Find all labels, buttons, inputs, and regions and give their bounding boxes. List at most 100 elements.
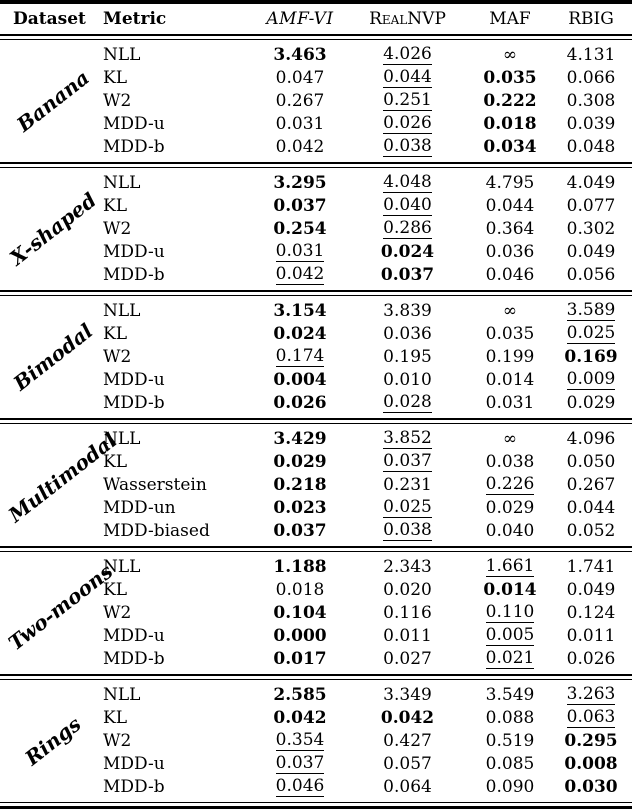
value-cell: 0.354 bbox=[255, 730, 345, 752]
value-cell: 0.042 bbox=[255, 708, 345, 728]
value-text: 0.034 bbox=[483, 136, 537, 157]
value-text: 0.021 bbox=[485, 647, 535, 670]
value-text: 0.014 bbox=[483, 579, 537, 600]
value-text: 0.044 bbox=[485, 195, 535, 216]
metric-cell: NLL bbox=[103, 44, 141, 65]
metric-cell: KL bbox=[103, 451, 127, 472]
value-cell: 0.028 bbox=[345, 392, 470, 414]
value-cell: 0.023 bbox=[255, 498, 345, 518]
value-cell: 0.199 bbox=[470, 347, 550, 367]
group-separator bbox=[0, 674, 632, 680]
value-cell: 0.251 bbox=[345, 90, 470, 112]
value-text: 0.024 bbox=[380, 241, 435, 262]
value-text: 0.027 bbox=[383, 648, 432, 669]
value-cell: 0.042 bbox=[255, 264, 345, 286]
table-row: NLL 3.154 3.839 ∞ 3.589 bbox=[0, 299, 632, 322]
value-cell: 0.047 bbox=[255, 68, 345, 88]
value-text: 0.037 bbox=[273, 195, 327, 216]
value-cell: 0.018 bbox=[470, 114, 550, 134]
value-cell: 0.063 bbox=[550, 707, 632, 729]
value-text: 3.463 bbox=[273, 44, 327, 65]
value-cell: 0.427 bbox=[345, 731, 470, 751]
value-text: 0.052 bbox=[566, 520, 616, 541]
table-row: W2 0.174 0.195 0.199 0.169 bbox=[0, 345, 632, 368]
value-cell: 3.549 bbox=[470, 685, 550, 705]
value-cell: 0.049 bbox=[550, 242, 632, 262]
value-cell: 0.195 bbox=[345, 347, 470, 367]
value-cell: 0.025 bbox=[550, 323, 632, 345]
value-text: 0.000 bbox=[273, 625, 327, 646]
value-text: 0.029 bbox=[273, 451, 327, 472]
value-cell: 0.049 bbox=[550, 580, 632, 600]
value-cell: 0.014 bbox=[470, 370, 550, 390]
value-text: ∞ bbox=[502, 428, 518, 449]
value-text: 0.124 bbox=[566, 602, 616, 623]
value-cell: 0.029 bbox=[470, 498, 550, 518]
value-text: 2.343 bbox=[383, 556, 432, 577]
value-text: 0.005 bbox=[485, 624, 535, 647]
value-cell: 0.036 bbox=[470, 242, 550, 262]
value-text: 3.349 bbox=[383, 684, 432, 705]
value-text: 0.036 bbox=[485, 241, 535, 262]
value-text: 0.364 bbox=[485, 218, 535, 239]
value-cell: 0.090 bbox=[470, 777, 550, 797]
value-text: 0.427 bbox=[383, 730, 432, 751]
value-cell: 0.009 bbox=[550, 369, 632, 391]
value-text: 3.295 bbox=[273, 172, 327, 193]
value-cell: 0.085 bbox=[470, 754, 550, 774]
value-text: 3.852 bbox=[383, 427, 432, 450]
metric-cell: KL bbox=[103, 579, 127, 600]
value-cell: 0.295 bbox=[550, 731, 632, 751]
value-cell: 0.222 bbox=[470, 91, 550, 111]
value-text: 1.741 bbox=[566, 556, 616, 577]
value-cell: 0.302 bbox=[550, 219, 632, 239]
value-text: 0.049 bbox=[566, 579, 616, 600]
value-cell: 0.008 bbox=[550, 754, 632, 774]
value-text: 0.035 bbox=[485, 323, 535, 344]
value-text: 3.429 bbox=[273, 428, 327, 449]
value-cell: 0.031 bbox=[470, 393, 550, 413]
value-cell: 1.661 bbox=[470, 556, 550, 578]
value-cell: 0.025 bbox=[345, 497, 470, 519]
value-cell: 0.308 bbox=[550, 91, 632, 111]
dataset-group: Bimodal NLL 3.154 3.839 ∞ 3.589 KL 0.024 0.036 0.… bbox=[0, 296, 632, 418]
value-cell: 0.038 bbox=[470, 452, 550, 472]
value-cell: 0.026 bbox=[345, 113, 470, 135]
value-text: 0.038 bbox=[485, 451, 535, 472]
table-row: KL 0.047 0.044 0.035 0.066 bbox=[0, 66, 632, 89]
value-cell: 2.585 bbox=[255, 685, 345, 705]
value-text: 4.131 bbox=[566, 44, 616, 65]
value-cell: 0.004 bbox=[255, 370, 345, 390]
value-text: 0.286 bbox=[383, 217, 432, 240]
dataset-group: Banana NLL 3.463 4.026 ∞ 4.131 KL 0.047 0.044 0.0… bbox=[0, 40, 632, 162]
value-text: 0.009 bbox=[566, 368, 616, 391]
metric-cell: NLL bbox=[103, 684, 141, 705]
metric-cell: NLL bbox=[103, 300, 141, 321]
value-text: 0.169 bbox=[564, 346, 618, 367]
dataset-group: Multimodal NLL 3.429 3.852 ∞ 4.096 KL 0.029 0.03… bbox=[0, 424, 632, 546]
dataset-group: Rings NLL 2.585 3.349 3.549 3.263 KL 0.042 0.042… bbox=[0, 680, 632, 802]
value-cell: 0.104 bbox=[255, 603, 345, 623]
value-text: 3.839 bbox=[383, 300, 432, 321]
metric-cell: KL bbox=[103, 707, 127, 728]
value-cell: 0.044 bbox=[470, 196, 550, 216]
value-text: 0.039 bbox=[566, 113, 616, 134]
value-text: 0.302 bbox=[566, 218, 616, 239]
value-text: 0.110 bbox=[485, 601, 535, 624]
metric-cell: W2 bbox=[103, 346, 132, 367]
header-amf-vi: AMF-VI bbox=[266, 9, 334, 29]
value-cell: 3.429 bbox=[255, 429, 345, 449]
metric-cell: MDD-un bbox=[103, 497, 176, 518]
table-row: MDD-u 0.004 0.010 0.014 0.009 bbox=[0, 368, 632, 391]
value-cell: 0.174 bbox=[255, 346, 345, 368]
group-separator bbox=[0, 546, 632, 552]
value-text: 0.088 bbox=[485, 707, 535, 728]
value-text: 0.037 bbox=[275, 752, 325, 775]
value-text: 0.008 bbox=[564, 753, 618, 774]
value-text: 0.040 bbox=[485, 520, 535, 541]
value-cell: 0.077 bbox=[550, 196, 632, 216]
metric-cell: MDD-u bbox=[103, 753, 165, 774]
value-cell: ∞ bbox=[470, 301, 550, 321]
value-text: 0.049 bbox=[566, 241, 616, 262]
value-cell: ∞ bbox=[470, 429, 550, 449]
